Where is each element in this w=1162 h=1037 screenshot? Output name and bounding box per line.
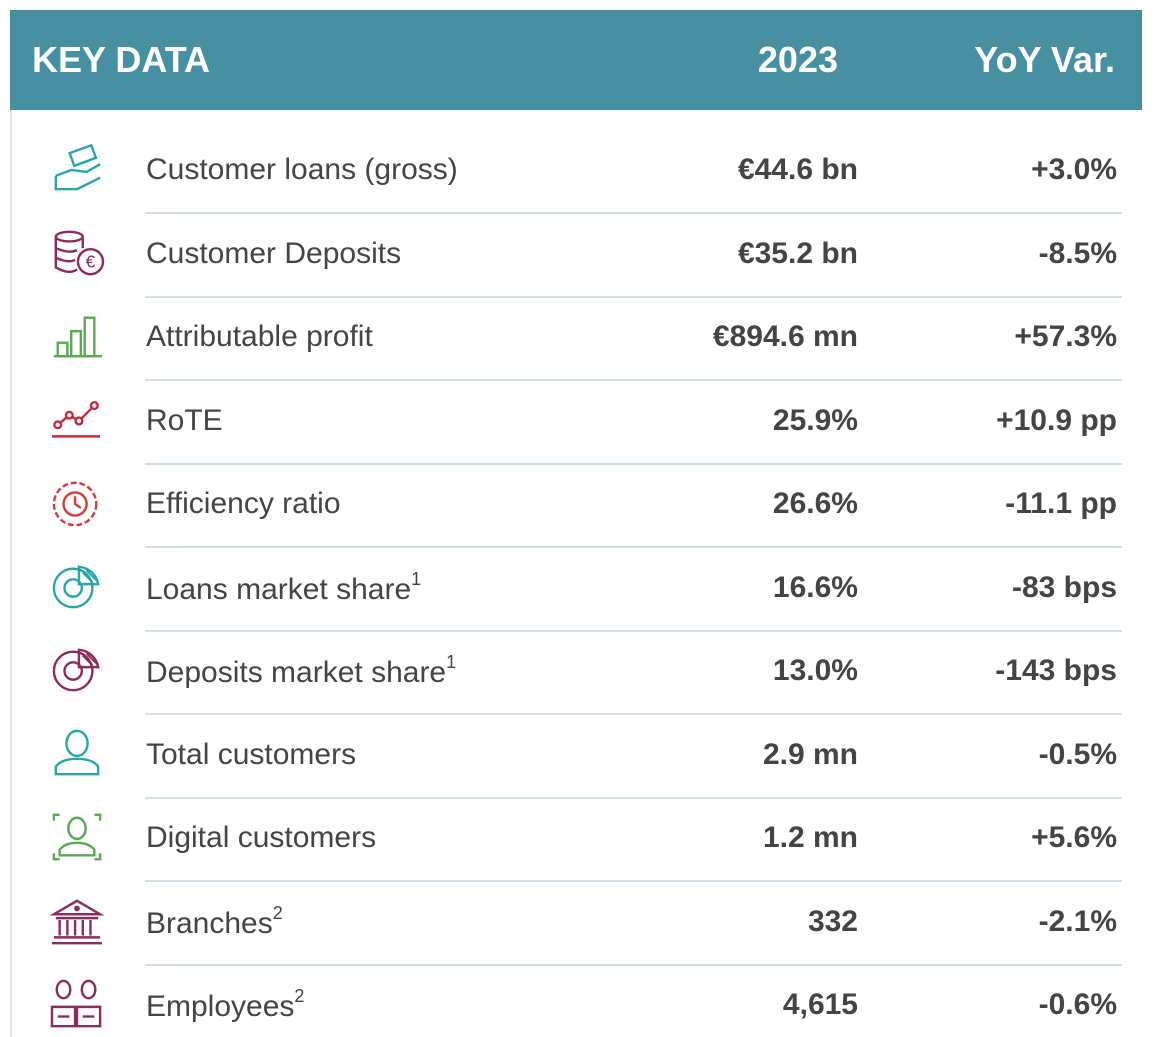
row-label: Digital customers <box>146 821 376 855</box>
label-text: RoTE <box>146 403 223 437</box>
footnote-mark: 1 <box>446 652 457 672</box>
label-text: Deposits market share <box>146 656 447 689</box>
left-border <box>10 110 12 1037</box>
row-icon <box>53 316 103 358</box>
label-text: Customer loans (gross) <box>146 153 458 186</box>
label-text: Employees <box>146 990 295 1023</box>
header-change: YoY Var. <box>974 39 1115 80</box>
row-separator <box>145 629 1122 632</box>
row-value: 26.6% <box>772 487 858 520</box>
row-icon <box>52 813 102 861</box>
row-value: 25.9% <box>772 403 858 437</box>
row-value: 2.9 mn <box>762 737 858 771</box>
row-icon <box>51 400 101 438</box>
row-change: -143 bps <box>995 654 1117 687</box>
row-icon <box>54 729 100 775</box>
row-change: -8.5% <box>1038 236 1117 270</box>
row-label: Customer loans (gross) <box>146 153 458 187</box>
header-year: 2023 <box>757 39 838 80</box>
row-label: RoTE <box>146 404 223 438</box>
row-label: Loans market share1 <box>146 569 421 607</box>
label-text: Customer Deposits <box>146 236 402 270</box>
label-text: Digital customers <box>146 821 377 854</box>
row-icon <box>52 648 100 692</box>
row-value: €44.6 bn <box>737 153 858 186</box>
row-icon <box>54 143 101 191</box>
row-change: +5.6% <box>1031 821 1117 854</box>
row-change: -11.1 pp <box>1005 487 1117 520</box>
row-separator <box>145 963 1122 966</box>
row-value: 332 <box>807 904 858 938</box>
row-icon <box>52 481 98 527</box>
svg-text:€: € <box>86 251 96 271</box>
row-icon <box>52 564 100 608</box>
row-separator <box>145 462 1122 465</box>
label-text: Total customers <box>146 737 357 771</box>
row-change: -2.1% <box>1038 904 1117 938</box>
row-change: +57.3% <box>1014 320 1117 353</box>
row-label: Branches2 <box>146 903 283 941</box>
header-title: KEY DATA <box>32 39 211 80</box>
row-separator <box>145 546 1122 548</box>
row-value: 4,615 <box>782 988 858 1021</box>
row-label: Attributable profit <box>146 320 373 354</box>
row-change: -0.5% <box>1038 737 1117 771</box>
row-label: Employees2 <box>146 986 304 1024</box>
row-separator <box>145 212 1122 214</box>
row-icon: € <box>54 230 105 275</box>
row-separator <box>145 796 1122 799</box>
row-separator <box>145 295 1122 298</box>
row-value: 13.0% <box>772 654 858 687</box>
row-value: €894.6 mn <box>712 320 858 353</box>
footnote-mark: 2 <box>294 986 305 1006</box>
header: KEY DATA 2023 YoY Var. <box>10 10 1142 110</box>
label-text: Branches <box>146 906 273 940</box>
label-text: Loans market share <box>146 572 412 606</box>
row-change: -0.6% <box>1038 988 1117 1021</box>
row-icon <box>50 979 102 1028</box>
row-change: +3.0% <box>1031 153 1117 186</box>
footnote-mark: 1 <box>411 568 422 589</box>
row-icon <box>49 898 105 944</box>
footnote-mark: 2 <box>272 902 283 923</box>
label-text: Attributable profit <box>146 320 373 353</box>
row-label: Customer Deposits <box>146 237 401 271</box>
row-separator <box>145 880 1122 882</box>
row-separator <box>145 379 1122 381</box>
row-value: 16.6% <box>772 570 858 604</box>
row-label: Efficiency ratio <box>146 487 341 521</box>
row-value: €35.2 bn <box>737 236 858 270</box>
row-label: Deposits market share1 <box>146 652 456 690</box>
label-text: Efficiency ratio <box>146 487 341 520</box>
row-separator <box>145 713 1122 715</box>
row-label: Total customers <box>146 738 356 772</box>
row-value: 1.2 mn <box>762 821 858 854</box>
row-change: +10.9 pp <box>996 403 1117 437</box>
row-change: -83 bps <box>1011 570 1117 604</box>
